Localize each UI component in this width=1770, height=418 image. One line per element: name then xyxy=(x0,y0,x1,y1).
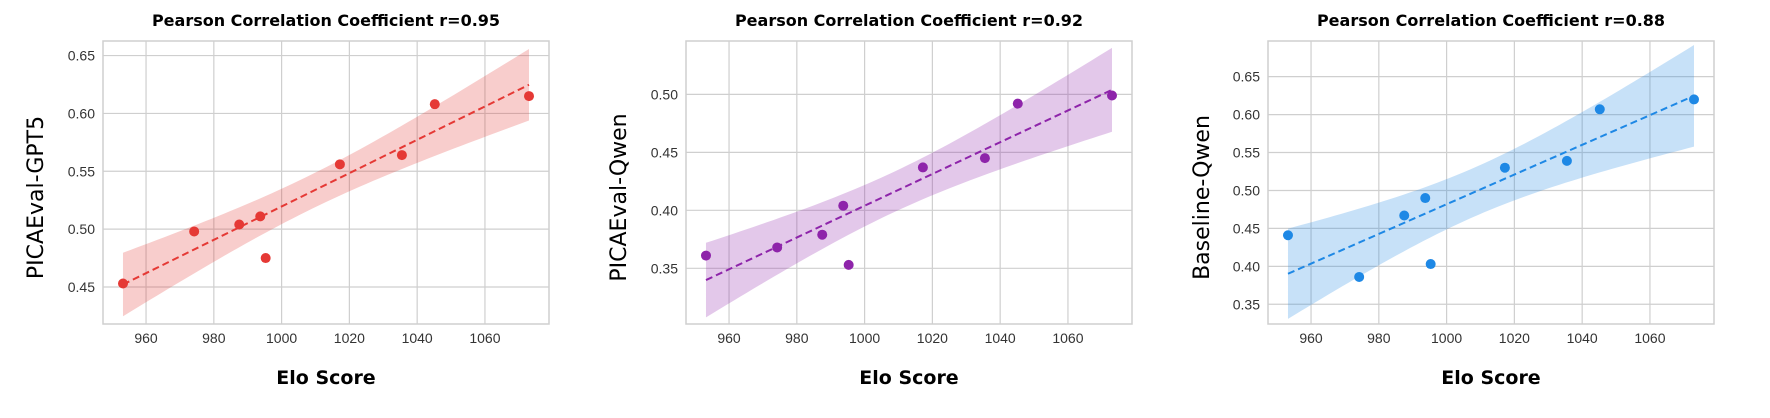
data-point xyxy=(838,200,849,211)
y-tick-label: 0.65 xyxy=(68,48,95,64)
data-point xyxy=(817,229,828,240)
y-tick-label: 0.50 xyxy=(651,86,678,102)
chart-title: Pearson Correlation Coefficient r=0.92 xyxy=(735,11,1083,30)
chart-panel-1: 960 980 1000 1020 1040 1060 0.45 0.50 0.55 0.60 0.… xyxy=(24,11,550,389)
data-point xyxy=(524,91,535,102)
axes-frame xyxy=(102,40,550,325)
data-point xyxy=(189,226,200,237)
data-point xyxy=(429,99,440,110)
regression-line xyxy=(705,88,1113,281)
confidence-band xyxy=(122,48,530,317)
chart-panel-3: 960 980 1000 1020 1040 1060 0.35 0.40 0.45 0.50 0.… xyxy=(1190,11,1715,389)
regression-line xyxy=(1287,94,1695,275)
x-tick-label: 1020 xyxy=(1499,330,1530,346)
x-axis-label: Elo Score xyxy=(276,367,375,389)
data-point xyxy=(396,150,407,161)
y-tick-label: 0.45 xyxy=(1233,220,1260,236)
y-tick-label: 0.40 xyxy=(1233,258,1260,274)
y-tick-label: 0.65 xyxy=(1233,69,1260,85)
y-tick-label: 0.60 xyxy=(68,105,95,121)
x-tick-label: 980 xyxy=(785,330,809,346)
y-tick-label: 0.60 xyxy=(1233,107,1260,123)
data-point xyxy=(1107,90,1118,101)
x-tick-label: 1040 xyxy=(402,330,433,346)
y-tick-label: 0.50 xyxy=(1233,182,1260,198)
regression-line xyxy=(122,83,530,286)
data-point xyxy=(979,153,990,164)
y-tick-label: 0.40 xyxy=(651,202,678,218)
chart-panel-2: 960 980 1000 1020 1040 1060 0.35 0.40 0.45 0.50 Pe… xyxy=(607,11,1133,389)
y-axis-label: Baseline-Qwen xyxy=(1190,115,1215,280)
x-axis-label: Elo Score xyxy=(1441,367,1540,389)
x-tick-label: 1060 xyxy=(469,330,500,346)
data-point xyxy=(1561,155,1572,166)
chart-title: Pearson Correlation Coefficient r=0.88 xyxy=(1317,11,1665,30)
y-tick-label: 0.35 xyxy=(1233,296,1260,312)
x-tick-label: 980 xyxy=(1367,330,1391,346)
x-tick-label: 1040 xyxy=(985,330,1016,346)
data-point xyxy=(1594,104,1605,115)
data-point xyxy=(1499,162,1510,173)
y-tick-label: 0.45 xyxy=(68,279,95,295)
x-tick-label: 1000 xyxy=(266,330,297,346)
data-point xyxy=(772,242,783,253)
x-tick-label: 1060 xyxy=(1052,330,1083,346)
data-point xyxy=(1420,193,1431,204)
chart-title: Pearson Correlation Coefficient r=0.95 xyxy=(152,11,500,30)
data-point xyxy=(1282,230,1293,241)
data-point xyxy=(1354,271,1365,282)
x-tick-label: 960 xyxy=(1299,330,1323,346)
x-tick-label: 960 xyxy=(717,330,741,346)
data-point xyxy=(917,162,928,173)
y-tick-label: 0.50 xyxy=(68,221,95,237)
y-tick-label: 0.45 xyxy=(651,144,678,160)
data-point xyxy=(255,211,266,222)
data-point xyxy=(1425,259,1436,270)
data-point xyxy=(234,219,245,230)
x-tick-label: 1020 xyxy=(917,330,948,346)
data-point xyxy=(1399,210,1410,221)
x-tick-label: 1020 xyxy=(334,330,365,346)
y-axis-label: PICAEval-GPT5 xyxy=(24,116,49,279)
axes-frame xyxy=(1267,40,1715,325)
y-tick-label: 0.55 xyxy=(68,163,95,179)
confidence-band xyxy=(1287,45,1695,319)
x-tick-label: 1060 xyxy=(1634,330,1665,346)
y-axis-label: PICAEval-Qwen xyxy=(607,113,632,281)
data-point xyxy=(700,250,711,261)
x-tick-label: 1000 xyxy=(1431,330,1462,346)
x-tick-label: 1000 xyxy=(849,330,880,346)
y-tick-label: 0.55 xyxy=(1233,145,1260,161)
data-point xyxy=(843,259,854,270)
x-tick-label: 980 xyxy=(202,330,226,346)
data-point xyxy=(334,159,345,170)
data-point xyxy=(117,278,128,289)
confidence-band xyxy=(705,47,1113,318)
x-tick-label: 960 xyxy=(134,330,158,346)
x-axis-label: Elo Score xyxy=(859,367,958,389)
x-tick-label: 1040 xyxy=(1567,330,1598,346)
y-tick-label: 0.35 xyxy=(651,260,678,276)
axes-frame xyxy=(685,40,1133,325)
data-point xyxy=(1689,94,1700,105)
data-point xyxy=(260,253,271,264)
data-point xyxy=(1012,98,1023,109)
